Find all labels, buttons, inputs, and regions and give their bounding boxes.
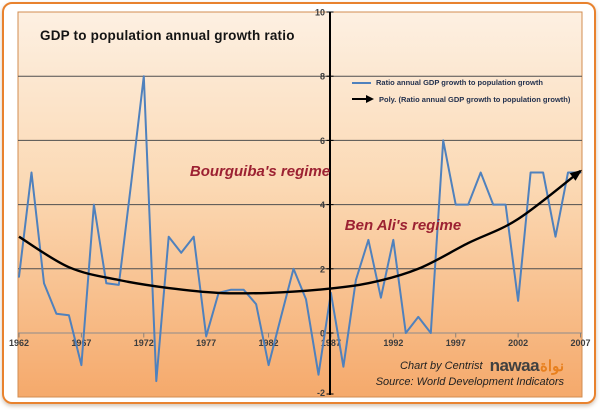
- x-tick-label-1997: 1997: [446, 338, 466, 348]
- series-line-ratio: [18, 75, 582, 383]
- y-tick-label-4: 4: [320, 200, 325, 210]
- y-tick-label-2: 2: [320, 264, 325, 274]
- x-tick-label-2007: 2007: [570, 338, 590, 348]
- y-tick-label-10: 10: [315, 8, 325, 18]
- y-tick-label--2: -2: [317, 388, 325, 398]
- x-tick-label-2002: 2002: [508, 338, 528, 348]
- x-tick-label-1992: 1992: [383, 338, 403, 348]
- chart-frame: [2, 2, 596, 404]
- trend-line-poly: [18, 169, 582, 295]
- x-tick-label-1972: 1972: [134, 338, 154, 348]
- y-tick-label-6: 6: [320, 136, 325, 146]
- y-tick-label-8: 8: [320, 72, 325, 82]
- trend-arrowhead: [569, 169, 583, 181]
- x-tick-label-1977: 1977: [196, 338, 216, 348]
- x-tick-label-1962: 1962: [9, 338, 29, 348]
- x-tick-label-1982: 1982: [259, 338, 279, 348]
- x-tick-label-1967: 1967: [71, 338, 91, 348]
- y-tick-label-0: 0: [320, 329, 325, 339]
